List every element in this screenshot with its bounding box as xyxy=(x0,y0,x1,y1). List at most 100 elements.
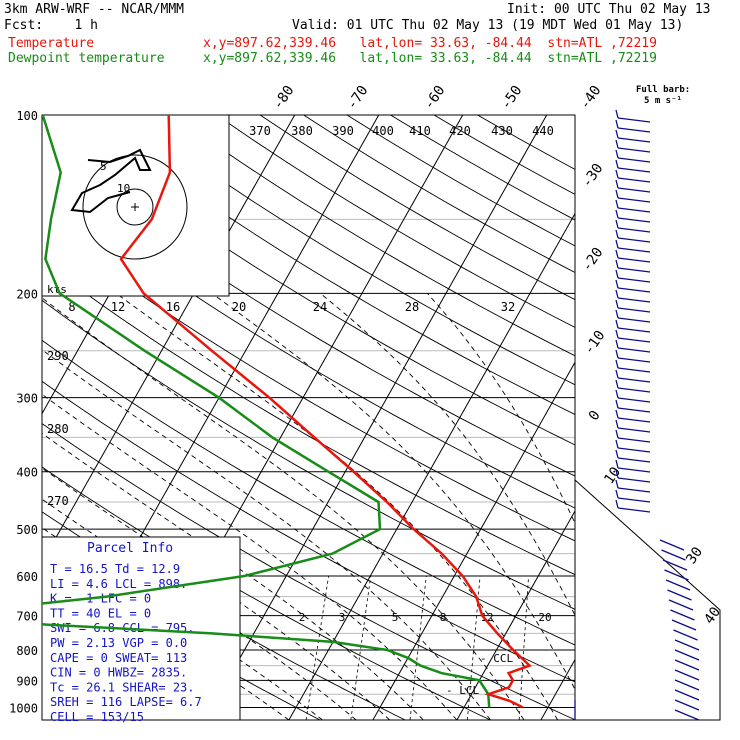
temperature-profile xyxy=(119,115,532,709)
valid-time: Valid: 01 UTC Thu 02 May 13 (19 MDT Wed … xyxy=(292,18,684,33)
wind-barb-flag xyxy=(615,309,619,319)
mixing-ratio-line xyxy=(350,575,372,720)
wind-barb xyxy=(671,619,697,631)
wind-barb-flag xyxy=(615,259,619,269)
wind-barb-flag xyxy=(615,449,619,459)
pressure-label: 1000 xyxy=(9,701,38,715)
pressure-label: 900 xyxy=(16,674,38,688)
wind-barb xyxy=(617,177,651,183)
parcel-info-row: CAPE = 0 SWEAT= 113 xyxy=(50,651,187,665)
wind-barb xyxy=(617,247,651,253)
wind-barb xyxy=(617,367,651,373)
wind-barb xyxy=(674,669,700,681)
wind-barb-flag xyxy=(615,289,619,299)
dry-adiabat xyxy=(42,260,575,576)
isotherm-label: -30 xyxy=(579,161,607,191)
wind-barb xyxy=(617,457,651,463)
dry-adiabat xyxy=(42,185,575,509)
wind-barb-flag xyxy=(615,219,619,229)
theta-e-label: 430 xyxy=(491,124,513,138)
wind-barb-flag xyxy=(615,129,619,139)
mixing-ratio-label: 2 xyxy=(299,611,306,624)
wind-barb-flag xyxy=(615,489,619,499)
wind-barb-flag xyxy=(615,379,619,389)
isotherm-label: 40 xyxy=(701,604,724,627)
wind-barb-flag xyxy=(615,209,619,219)
wind-barb-flag xyxy=(615,439,619,449)
wind-barb xyxy=(674,659,700,671)
dry-adiabat xyxy=(42,222,575,542)
pressure-label: 100 xyxy=(16,109,38,123)
mixing-ratio-top-label: 20 xyxy=(232,300,246,314)
wind-barb xyxy=(617,337,651,343)
theta-label: 270 xyxy=(47,494,69,508)
pressure-label: 300 xyxy=(16,392,38,406)
isotherm-line xyxy=(456,509,575,720)
wind-barb xyxy=(617,397,651,403)
wind-barb-flag xyxy=(615,369,619,379)
wind-barb-flag xyxy=(615,359,619,369)
wind-barb-flag xyxy=(615,429,619,439)
isotherm-label: -40 xyxy=(577,83,605,113)
isotherm-line xyxy=(204,115,548,720)
wind-barb xyxy=(659,539,685,551)
wind-barb-flag xyxy=(615,249,619,259)
profiles xyxy=(42,115,532,709)
dewpoint-legend-info: x,y=897.62,339.46 lat,lon= 33.63, -84.44… xyxy=(203,51,657,66)
plot-frame xyxy=(41,114,576,721)
temperature-legend-label: Temperature xyxy=(8,36,95,51)
wind-barb-flag xyxy=(615,349,619,359)
mixing-ratio-label: 5 xyxy=(392,611,399,624)
isotherm-label: 0 xyxy=(586,408,604,424)
wind-barb xyxy=(617,117,651,123)
wind-legend: Full barb: 5 m s⁻¹ xyxy=(636,85,690,106)
wind-barb-flag xyxy=(615,159,619,169)
isotherm-line xyxy=(42,115,296,564)
wind-barb-flag xyxy=(615,329,619,339)
wind-barb xyxy=(617,217,651,223)
wind-barb xyxy=(674,699,700,711)
forecast-hour: Fcst: 1 h xyxy=(4,18,98,33)
parcel-info-row: T = 16.5 Td = 12.9 xyxy=(50,562,180,576)
dry-adiabat xyxy=(172,115,575,357)
wind-barb xyxy=(674,679,700,691)
wind-barb xyxy=(617,417,651,423)
mixing-ratio-line xyxy=(518,575,529,720)
wind-barb-flag xyxy=(615,239,619,249)
parcel-info-row: CIN = 0 HWBZ= 2835. xyxy=(50,666,187,680)
moist-adiabat xyxy=(42,432,424,720)
wind-barb xyxy=(617,497,651,503)
wind-barb xyxy=(617,327,651,333)
dry-adiabat xyxy=(477,115,575,170)
wind-barb xyxy=(661,549,686,561)
moist-adiabat xyxy=(211,292,575,691)
theta-e-label: 370 xyxy=(249,124,271,138)
wind-barb xyxy=(617,477,651,483)
mixing-ratio-top-label: 28 xyxy=(405,300,419,314)
wind-barb xyxy=(617,447,651,453)
wind-barb xyxy=(617,257,651,263)
wind-barb xyxy=(617,467,651,473)
mixing-ratio-label: 20 xyxy=(538,611,551,624)
parcel-info-row: TT = 40 EL = 0 xyxy=(50,606,151,620)
pressure-label: 800 xyxy=(16,644,38,658)
wind-barb xyxy=(617,157,651,163)
wind-legend-value: 5 m s⁻¹ xyxy=(644,96,682,106)
pressure-label: 400 xyxy=(16,466,38,480)
wind-barb xyxy=(617,207,651,213)
dry-adiabat xyxy=(42,115,575,446)
wind-barb xyxy=(665,579,691,591)
isotherm-label: -80 xyxy=(270,83,298,113)
wind-barb-flag xyxy=(615,299,619,309)
model-title: 3km ARW-WRF -- NCAR/MMM xyxy=(4,2,185,17)
wind-barb xyxy=(617,237,651,243)
wind-barb xyxy=(617,227,651,233)
mixing-ratio-top-label: 16 xyxy=(166,300,180,314)
theta-label: 290 xyxy=(47,349,69,363)
moist-adiabat xyxy=(42,297,525,720)
isotherm-line xyxy=(540,658,575,720)
wind-barb-flag xyxy=(615,139,619,149)
wind-barb-flag xyxy=(615,499,619,509)
dry-adiabat xyxy=(42,339,575,646)
wind-barb xyxy=(617,167,651,173)
